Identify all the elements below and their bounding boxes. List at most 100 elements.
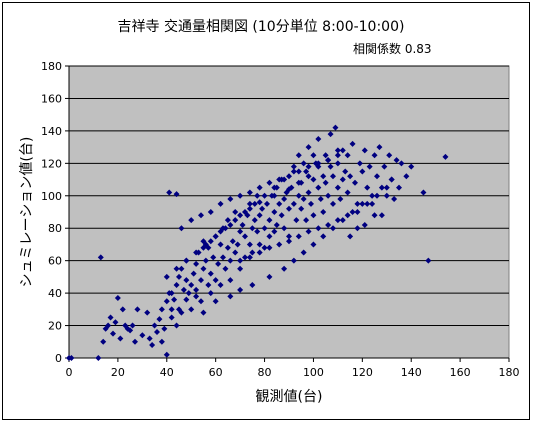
data-point [327,131,334,138]
data-point [374,192,380,199]
data-point [325,157,332,164]
data-point [408,163,415,170]
data-point [239,221,246,228]
data-point [344,152,351,159]
data-point [300,249,307,256]
data-point [173,282,180,288]
x-tick-label: 120 [352,366,373,379]
data-point [163,298,170,305]
data-point [217,282,224,288]
data-point [361,147,368,154]
data-point [391,196,398,203]
data-point [246,254,253,261]
data-point [271,192,278,199]
data-point [107,314,114,321]
data-point [342,168,349,175]
grid-lines [69,65,509,327]
chart-subtitle: 相関係数 0.83 [353,41,432,56]
data-point [383,192,390,199]
data-point [295,168,302,175]
x-tick-label: 80 [258,366,272,379]
data-point [266,217,273,224]
data-point [119,306,126,313]
y-tick-label: 160 [41,92,62,105]
data-point [396,184,402,191]
data-point [249,282,256,288]
data-point [305,163,312,170]
data-point [154,329,160,336]
data-point [112,319,119,326]
axes [65,65,510,362]
data-point [190,270,197,277]
data-point [156,316,163,323]
data-point [127,327,134,334]
data-point [300,196,307,203]
data-point [178,309,185,316]
x-tick-label: 100 [303,366,324,379]
data-point [315,160,322,167]
data-point [308,200,314,207]
data-point [420,189,427,196]
data-point [237,265,244,272]
data-point [212,277,219,284]
data-point [266,273,273,280]
x-tick-labels: 0 20 40 60 80 100 120 140 160 180 [66,366,520,379]
data-point [286,205,292,212]
data-point [251,217,258,224]
data-point [276,176,283,183]
data-point [222,225,229,232]
data-point [176,273,182,280]
data-point [359,200,366,207]
data-point [242,233,248,240]
data-point [129,322,136,329]
data-point [134,306,141,313]
data-point [237,286,244,293]
data-point [276,200,283,207]
y-tick-label: 0 [55,352,62,365]
data-point [290,257,297,264]
plot-area [68,65,510,359]
data-point [188,217,195,224]
data-point [222,265,229,272]
data-point [193,260,200,267]
data-point [334,217,341,224]
data-point [303,217,310,224]
data-point [386,152,393,159]
chart-title: 吉祥寺 交通量相関図 (10分単位 8:00-10:00) [118,18,405,35]
data-point [305,144,312,151]
data-point [158,306,165,313]
data-point [310,212,317,219]
data-point [310,241,317,248]
x-axis-label: 観測値(台) [256,388,323,405]
data-point [374,173,380,180]
data-point [281,176,288,183]
data-point [359,168,366,175]
data-point [212,233,219,240]
data-point [183,296,190,303]
data-point [217,241,224,248]
data-point [193,249,200,256]
data-point [168,314,175,321]
data-point [232,209,239,215]
data-point [339,147,346,154]
data-point [281,225,288,232]
data-point [281,196,288,203]
data-point [100,338,107,345]
data-point [144,309,151,316]
data-point [403,173,410,180]
data-point [168,306,175,313]
data-point [207,290,214,297]
data-point [149,342,156,349]
data-point [188,306,195,313]
data-point [393,157,400,164]
data-point [163,351,170,358]
data-point [188,282,195,288]
data-point [347,233,354,240]
data-point [334,147,341,154]
data-point [332,124,339,131]
y-axis-label: シュミレーション値(台) [19,137,35,288]
data-point [378,184,385,191]
data-point [224,217,231,224]
data-point [200,309,207,316]
x-tick-label: 60 [209,366,223,379]
